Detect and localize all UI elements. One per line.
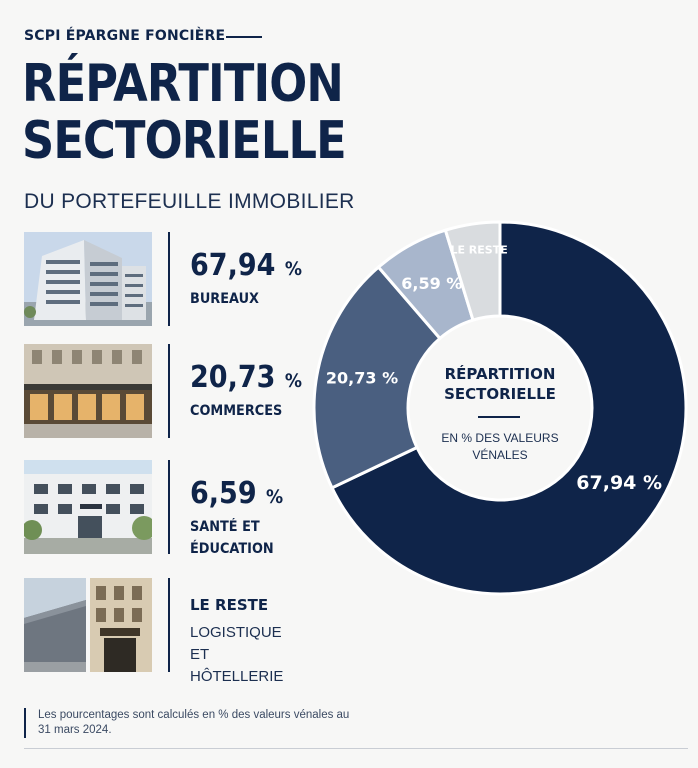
sector-divider (168, 344, 170, 438)
slice-label: 6,59 % (401, 274, 462, 293)
title-line-1: RÉPARTITION (22, 54, 344, 114)
sector-sublabel: LOGISTIQUE ET HÔTELLERIE (190, 624, 284, 685)
sector-percent: 20,73 % (190, 360, 302, 395)
sector-sante-education: 6,59 % SANTÉ ET ÉDUCATION (24, 460, 304, 557)
bottom-rule (24, 748, 688, 749)
slice-label: 67,94 % (576, 472, 662, 494)
donut-center-subtitle: EN % DES VALEURS VÉNALES (441, 431, 559, 462)
sector-label: BUREAUX (190, 291, 259, 307)
slice-label: 20,73 % (326, 368, 398, 387)
eyebrow-rule (226, 36, 262, 38)
school-building-photo (24, 460, 152, 554)
slice-bureaux (330, 220, 688, 596)
footer-accent (24, 708, 26, 738)
sector-le-reste: LE RESTE LOGISTIQUE ET HÔTELLERIE (24, 578, 304, 685)
sector-percent: 67,94 % (190, 248, 302, 283)
sector-donut-chart: 67,94 % 20,73 % 6,59 % LE RESTE (312, 220, 688, 596)
percent-value: 6,59 (190, 476, 257, 511)
sector-label-line-2: ÉDUCATION (190, 541, 274, 557)
center-title-line-1: RÉPARTITION (444, 365, 556, 383)
percent-value: 67,94 (190, 248, 276, 283)
percent-value: 20,73 (190, 360, 276, 395)
percent-unit: % (266, 486, 284, 508)
sector-divider (168, 460, 170, 554)
donut-center-title: RÉPARTITION SECTORIELLE (420, 364, 580, 404)
warehouse-hotel-photo (24, 578, 152, 672)
sector-divider (168, 578, 170, 672)
slice-commerces (312, 265, 443, 490)
sector-bureaux: 67,94 % BUREAUX (24, 232, 304, 328)
sector-label: LE RESTE (190, 596, 269, 614)
sector-label: COMMERCES (190, 403, 283, 419)
footnote: Les pourcentages sont calculés en % des … (38, 709, 350, 736)
shopping-street-photo (24, 344, 152, 438)
sector-divider (168, 232, 170, 326)
office-building-photo (24, 232, 152, 326)
sector-percent: 6,59 % (190, 476, 283, 511)
slice-label: LE RESTE (450, 244, 507, 257)
center-rule (478, 416, 520, 418)
percent-unit: % (284, 258, 302, 280)
sector-label: SANTÉ ET ÉDUCATION (190, 516, 274, 560)
title-line-2: SECTORIELLE (22, 111, 347, 171)
sector-label-line-1: SANTÉ ET (190, 519, 260, 535)
center-title-line-2: SECTORIELLE (444, 385, 556, 403)
page-title: RÉPARTITION SECTORIELLE (22, 56, 383, 170)
page-subtitle: DU PORTEFEUILLE IMMOBILIER (24, 190, 355, 213)
sector-commerces: 20,73 % COMMERCES (24, 344, 304, 440)
eyebrow: SCPI ÉPARGNE FONCIÈRE (24, 28, 226, 44)
percent-unit: % (284, 370, 302, 392)
slice-le-reste (443, 220, 502, 322)
